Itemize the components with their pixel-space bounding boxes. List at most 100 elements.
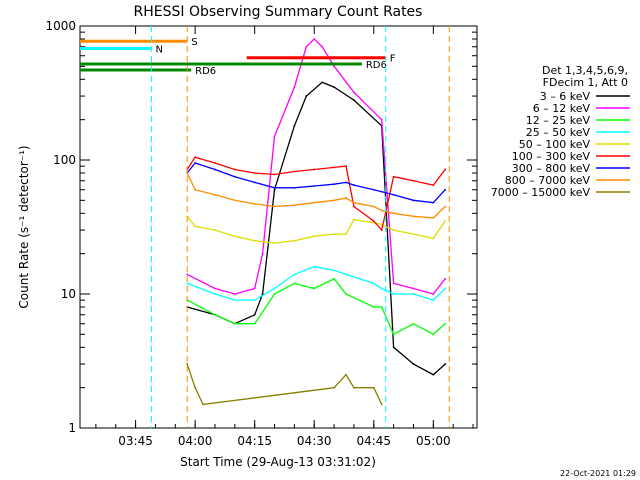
legend-label-2: 12 – 25 keV <box>526 114 591 127</box>
y-axis-label: Count Rate (s⁻¹ detector⁻¹) <box>17 145 31 308</box>
series-point-6-3 <box>233 175 236 178</box>
series-point-4-5 <box>273 242 276 244</box>
legend-label-1: 6 – 12 keV <box>533 102 591 115</box>
series-layer <box>186 38 447 406</box>
series-point-1-4 <box>261 252 264 255</box>
date-stamp: 22-Oct-2021 01:29 <box>560 469 636 478</box>
series-point-3-13 <box>432 299 435 302</box>
series-point-6-8 <box>333 183 335 186</box>
series-point-3-9 <box>372 282 375 285</box>
series-point-0-3 <box>253 313 256 316</box>
series-point-0-6 <box>293 124 296 127</box>
series-line-0 <box>187 81 446 376</box>
series-point-0-5 <box>273 188 276 191</box>
series-point-7-4 <box>253 203 256 205</box>
series-point-5-12 <box>380 229 383 231</box>
series-point-0-15 <box>444 363 447 365</box>
series-point-1-8 <box>313 38 316 40</box>
series-point-3-6 <box>313 265 316 268</box>
y-tick-label-2: 100 <box>53 153 76 167</box>
series-point-6-15 <box>432 201 435 204</box>
series-point-6-10 <box>353 184 355 186</box>
series-point-6-12 <box>380 190 383 193</box>
legend-label-8: 7000 – 15000 keV <box>491 186 591 199</box>
series-point-7-16 <box>444 205 447 208</box>
series-point-7-9 <box>345 197 347 199</box>
annotation-label-2: F <box>390 54 396 65</box>
series-point-6-6 <box>293 186 296 189</box>
series-point-4-4 <box>253 239 256 242</box>
series-point-4-16 <box>444 220 447 222</box>
series-point-4-15 <box>432 237 435 240</box>
series-point-5-7 <box>313 168 316 171</box>
series-point-5-15 <box>432 184 435 186</box>
series-point-5-2 <box>214 162 216 164</box>
series-point-1-9 <box>321 45 324 48</box>
series-point-1-11 <box>353 91 355 94</box>
series-line-3 <box>186 265 446 301</box>
series-point-2-5 <box>293 282 296 285</box>
annotation-label-1: N <box>155 44 162 55</box>
series-point-6-16 <box>444 188 447 191</box>
series-point-4-6 <box>293 239 296 242</box>
series-point-2-13 <box>432 333 435 336</box>
series-point-3-0 <box>186 282 189 285</box>
series-point-5-4 <box>253 172 256 174</box>
series-point-1-2 <box>233 293 236 295</box>
series-point-6-9 <box>345 181 347 184</box>
series-point-5-11 <box>372 220 375 222</box>
series-point-4-14 <box>412 233 415 235</box>
series-point-6-1 <box>194 162 197 164</box>
series-point-3-11 <box>392 293 395 295</box>
series-point-3-8 <box>345 273 347 276</box>
series-point-3-2 <box>233 299 236 302</box>
x-tick-label-4: 04:45 <box>356 434 391 448</box>
legend-label-7: 800 – 7000 keV <box>505 174 591 187</box>
x-tick-label-5: 05:00 <box>416 434 451 448</box>
series-point-1-7 <box>305 45 308 48</box>
series-point-6-4 <box>253 181 256 184</box>
legend-label-5: 100 – 300 keV <box>512 150 591 163</box>
series-point-1-3 <box>253 287 256 290</box>
series-line-5 <box>186 156 446 232</box>
x-tick-label-0: 03:45 <box>118 434 153 448</box>
series-point-5-8 <box>333 166 335 169</box>
series-point-3-5 <box>293 273 296 276</box>
series-point-5-16 <box>444 168 447 171</box>
series-point-4-2 <box>214 229 216 231</box>
series-point-6-5 <box>273 186 276 189</box>
series-point-3-1 <box>214 293 216 295</box>
series-point-6-14 <box>412 199 415 202</box>
series-point-1-14 <box>412 287 415 290</box>
legend-label-4: 50 – 100 keV <box>519 138 591 151</box>
series-point-5-10 <box>353 205 355 208</box>
legend-label-3: 25 – 50 keV <box>526 126 591 139</box>
series-point-4-8 <box>333 233 335 235</box>
series-point-7-3 <box>233 199 236 202</box>
series-point-2-10 <box>380 306 383 308</box>
series-point-7-0 <box>186 172 189 174</box>
series-point-1-12 <box>380 118 383 121</box>
series-point-3-3 <box>253 299 256 302</box>
series-point-7-12 <box>380 209 383 212</box>
series-point-5-9 <box>345 165 347 168</box>
series-point-2-7 <box>333 277 335 280</box>
series-point-4-3 <box>233 235 236 238</box>
series-point-2-2 <box>233 322 236 325</box>
annotation-label-0: S <box>191 37 197 48</box>
series-point-6-13 <box>392 193 395 196</box>
series-point-0-10 <box>353 99 355 101</box>
annotation-label-4: RD6 <box>195 66 216 77</box>
y-tick-label-0: 1 <box>68 421 76 435</box>
series-point-8-5 <box>353 386 355 389</box>
series-line-8 <box>186 363 383 406</box>
legend-label-0: 3 – 6 keV <box>540 90 591 103</box>
series-point-2-8 <box>345 293 347 295</box>
series-point-1-1 <box>214 287 216 290</box>
series-point-7-2 <box>214 193 216 196</box>
series-point-6-11 <box>372 188 375 191</box>
series-point-8-0 <box>186 363 189 365</box>
series-point-4-9 <box>345 233 347 235</box>
series-point-6-7 <box>313 185 316 187</box>
